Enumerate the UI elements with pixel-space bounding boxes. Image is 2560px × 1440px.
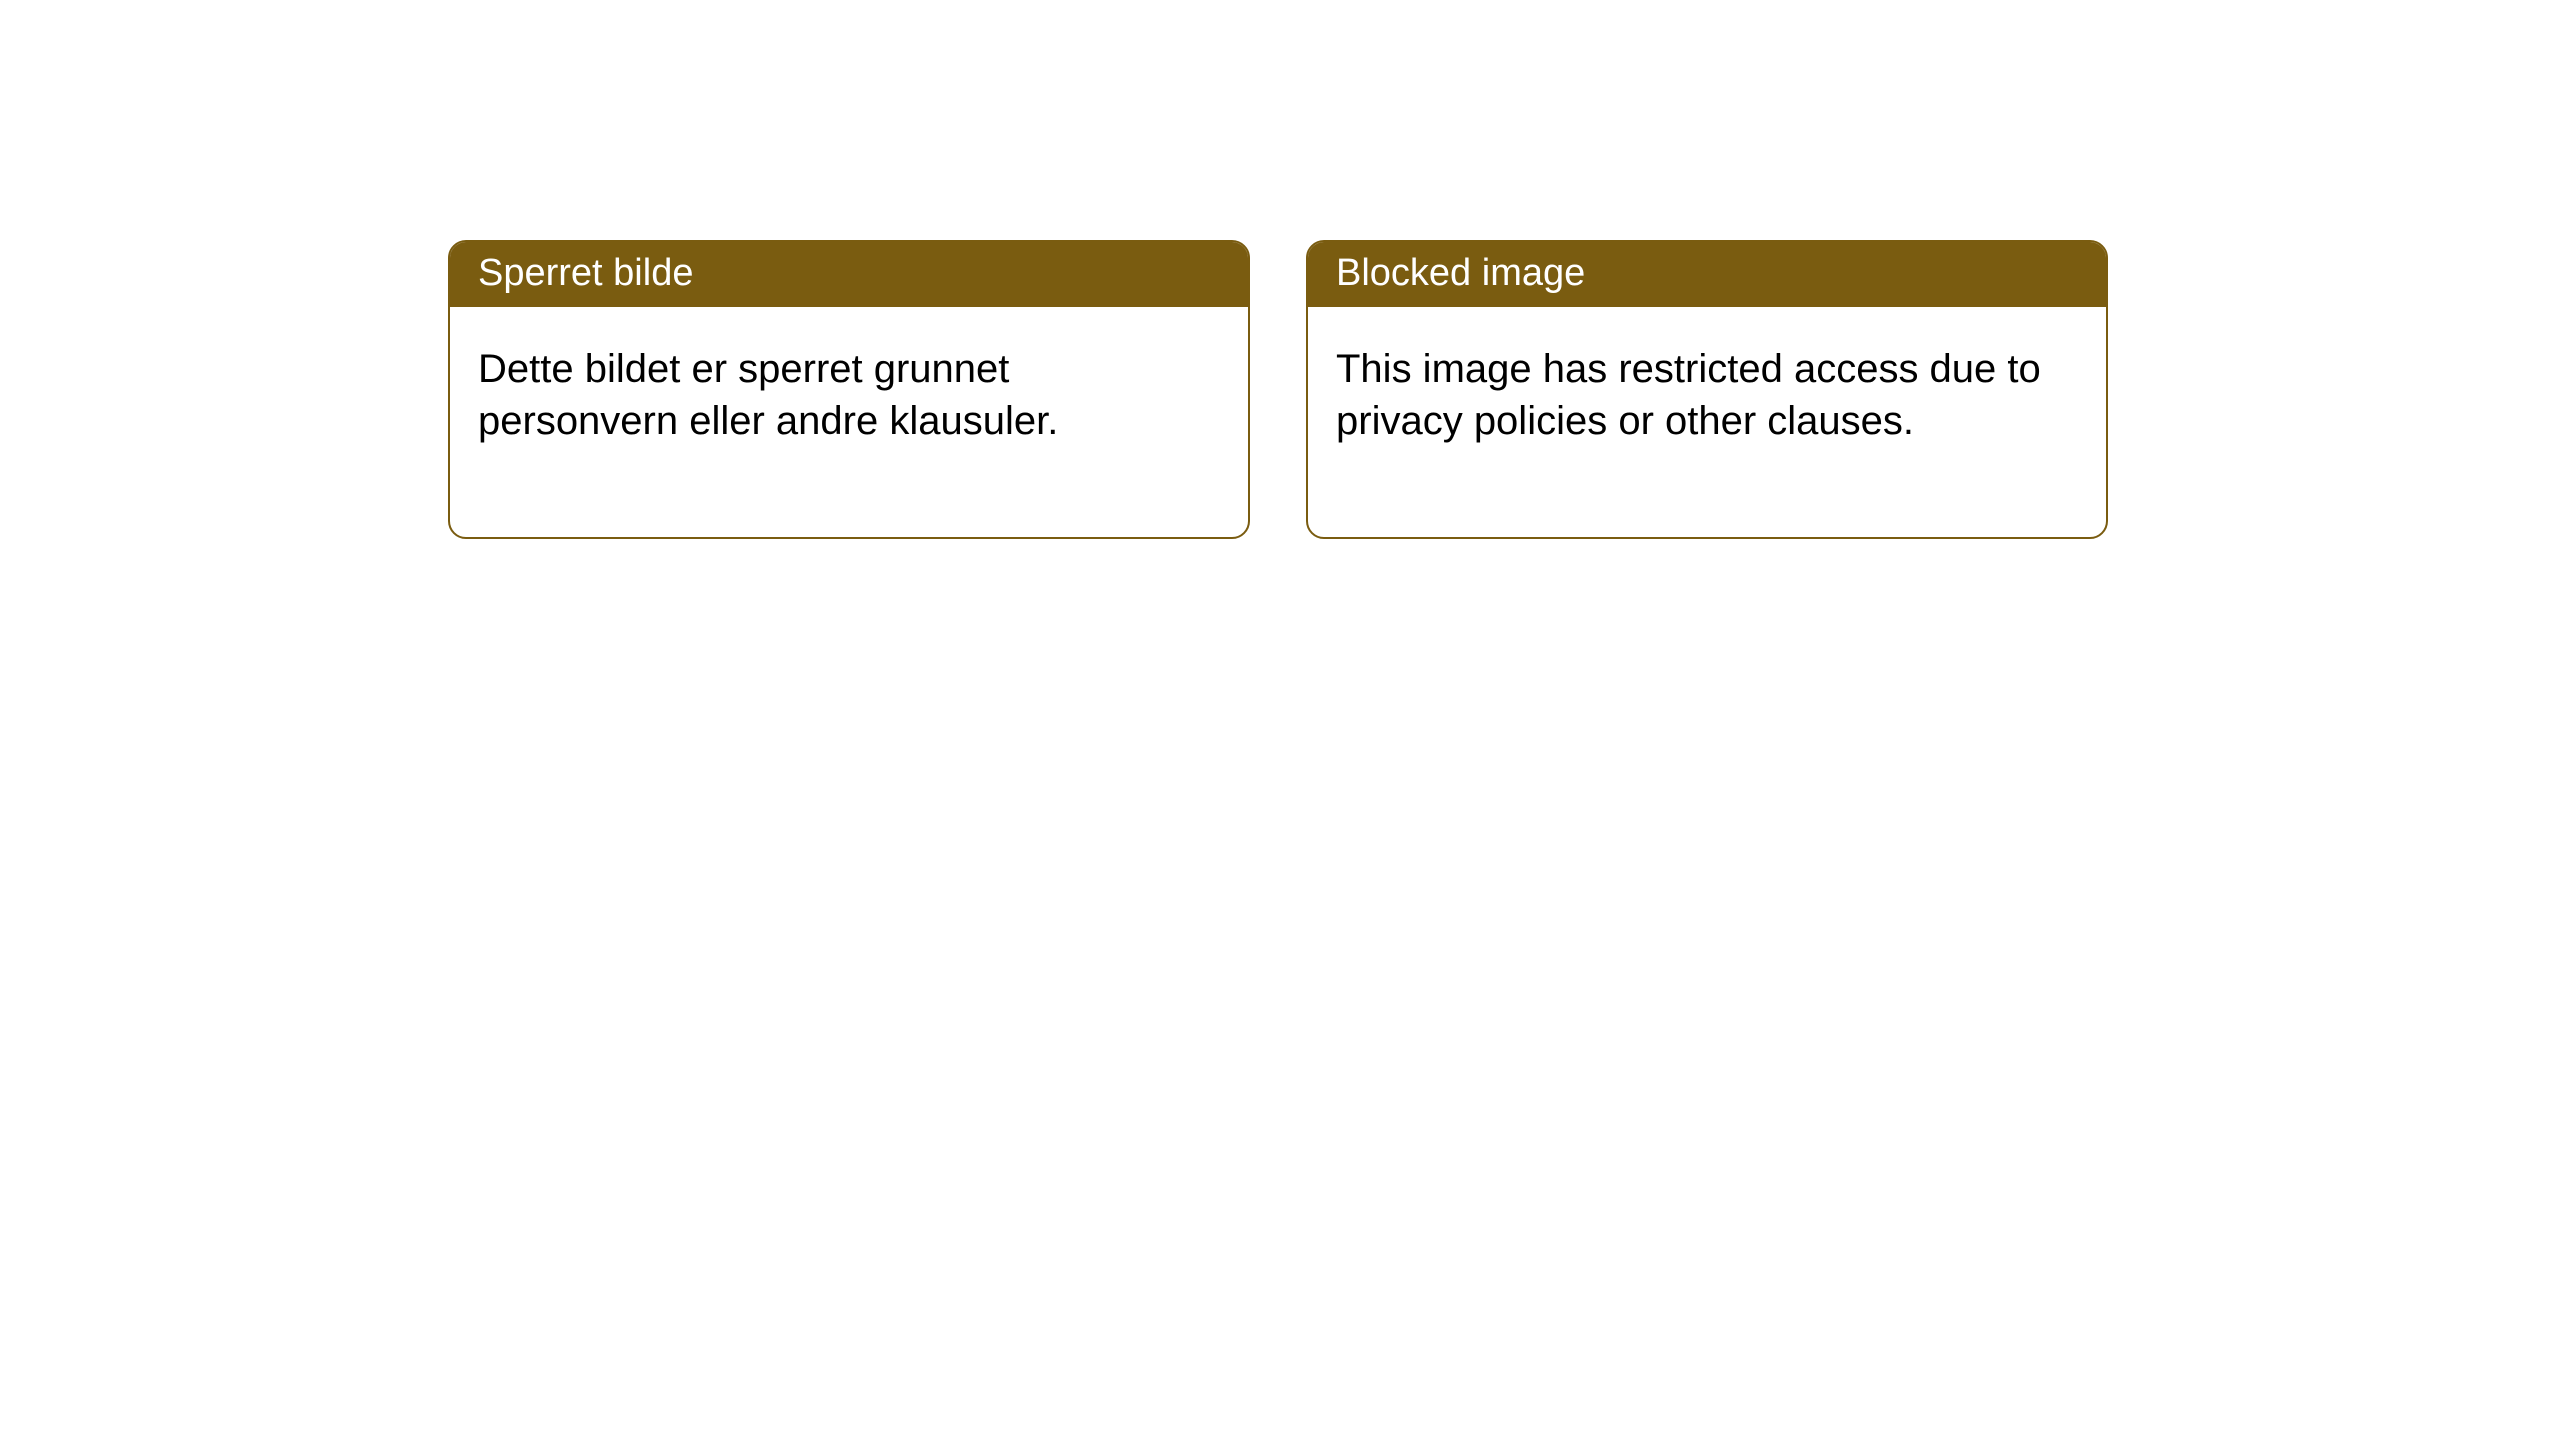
card-title-norwegian: Sperret bilde: [450, 242, 1248, 307]
notice-container: Sperret bilde Dette bildet er sperret gr…: [0, 0, 2560, 539]
blocked-image-card-norwegian: Sperret bilde Dette bildet er sperret gr…: [448, 240, 1250, 539]
card-body-english: This image has restricted access due to …: [1308, 307, 2106, 537]
card-body-norwegian: Dette bildet er sperret grunnet personve…: [450, 307, 1248, 537]
blocked-image-card-english: Blocked image This image has restricted …: [1306, 240, 2108, 539]
card-title-english: Blocked image: [1308, 242, 2106, 307]
